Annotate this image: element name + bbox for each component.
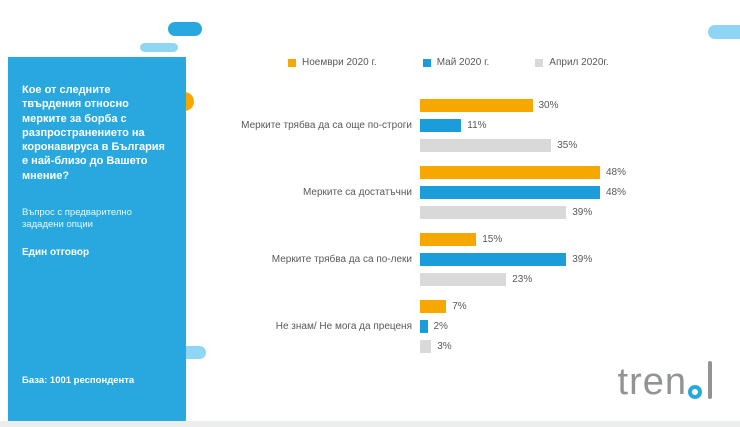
bar: [420, 139, 552, 152]
bar-chart: Мерките трябва да са още по-строги 30% 11%…: [196, 99, 730, 367]
answer-type-label: Един отговор: [22, 247, 90, 258]
category-label: Мерките са достатъчни: [302, 187, 412, 198]
bar-line: 23%: [420, 273, 730, 286]
bar-value-label: 23%: [512, 274, 533, 285]
bar-stack: 48% 48% 39%: [420, 166, 730, 219]
bar: [420, 233, 477, 246]
bar: [420, 253, 567, 266]
bar-group: Мерките трябва да са по-леки 15% 39% 23%: [196, 233, 730, 286]
bar-line: 11%: [420, 119, 730, 132]
bar: [420, 273, 507, 286]
legend-item: Април 2020г.: [535, 57, 609, 68]
trend-logo: tren: [618, 361, 714, 401]
bar-line: 7%: [420, 300, 730, 313]
decor-pill-blue-top: [168, 22, 202, 36]
bar: [420, 300, 447, 313]
legend-item: Май 2020 г.: [422, 57, 490, 68]
trend-logo-text: tren: [617, 361, 687, 403]
bar-value-label: 39%: [572, 254, 593, 265]
category-label: Мерките трябва да са по-леки: [271, 254, 412, 265]
sample-base-label: База: 1001 респондента: [22, 375, 135, 386]
bar-group: Мерките трябва да са още по-строги 30% 11%…: [196, 99, 730, 152]
bar-value-label: 35%: [557, 140, 578, 151]
bar-stack: 15% 39% 23%: [420, 233, 730, 286]
bar-value-label: 39%: [572, 207, 593, 218]
bar-value-label: 7%: [452, 301, 467, 312]
trend-logo-d-icon: [688, 361, 714, 401]
bar-stack: 30% 11% 35%: [420, 99, 730, 152]
bar: [420, 119, 462, 132]
category-label: Мерките трябва да са още по-строги: [241, 120, 412, 131]
legend-label: Април 2020г.: [549, 57, 609, 68]
bar-line: 39%: [420, 253, 730, 266]
question-text: Кое от следните твърдения относно меркит…: [22, 84, 165, 182]
bar: [420, 99, 533, 112]
bar-line: 35%: [420, 139, 730, 152]
bar-value-label: 2%: [433, 321, 448, 332]
bar-line: 3%: [420, 340, 730, 353]
chart-legend: Ноември 2020 г. Май 2020 г. Април 2020г.: [288, 57, 609, 68]
question-note: Въпрос с предварително зададени опции: [22, 207, 132, 231]
bar-value-label: 15%: [482, 234, 503, 245]
bar: [420, 166, 600, 179]
bar-group: Не знам/ Не мога да преценя 7% 2% 3%: [196, 300, 730, 353]
legend-swatch-icon: [422, 58, 431, 67]
bar: [420, 340, 432, 353]
bar-line: 39%: [420, 206, 730, 219]
legend-item: Ноември 2020 г.: [288, 57, 377, 68]
bar: [420, 206, 567, 219]
bar-line: 48%: [420, 186, 730, 199]
legend-label: Ноември 2020 г.: [302, 57, 377, 68]
bar-group: Мерките са достатъчни 48% 48% 39%: [196, 166, 730, 219]
bar-line: 2%: [420, 320, 730, 333]
trend-logo-circle-icon: [688, 385, 702, 399]
bar-stack: 7% 2% 3%: [420, 300, 730, 353]
bar-value-label: 48%: [606, 167, 627, 178]
decor-pill-lightblue-right: [708, 25, 740, 39]
category-label: Не знам/ Не мога да преценя: [275, 321, 412, 332]
legend-swatch-icon: [535, 58, 544, 67]
bar-line: 15%: [420, 233, 730, 246]
bar-line: 48%: [420, 166, 730, 179]
question-sidebar: Кое от следните твърдения относно меркит…: [8, 57, 186, 421]
decor-pill-lightblue-top: [140, 43, 178, 52]
bar-value-label: 30%: [538, 100, 559, 111]
legend-swatch-icon: [288, 58, 296, 67]
bar-value-label: 11%: [467, 120, 487, 131]
trend-logo-stem: [708, 361, 712, 399]
footer-strip: [0, 421, 740, 427]
bar-value-label: 3%: [437, 341, 452, 352]
bar: [420, 320, 428, 333]
legend-label: Май 2020 г.: [436, 57, 490, 68]
bar-line: 30%: [420, 99, 730, 112]
bar-value-label: 48%: [606, 187, 627, 198]
bar: [420, 186, 600, 199]
